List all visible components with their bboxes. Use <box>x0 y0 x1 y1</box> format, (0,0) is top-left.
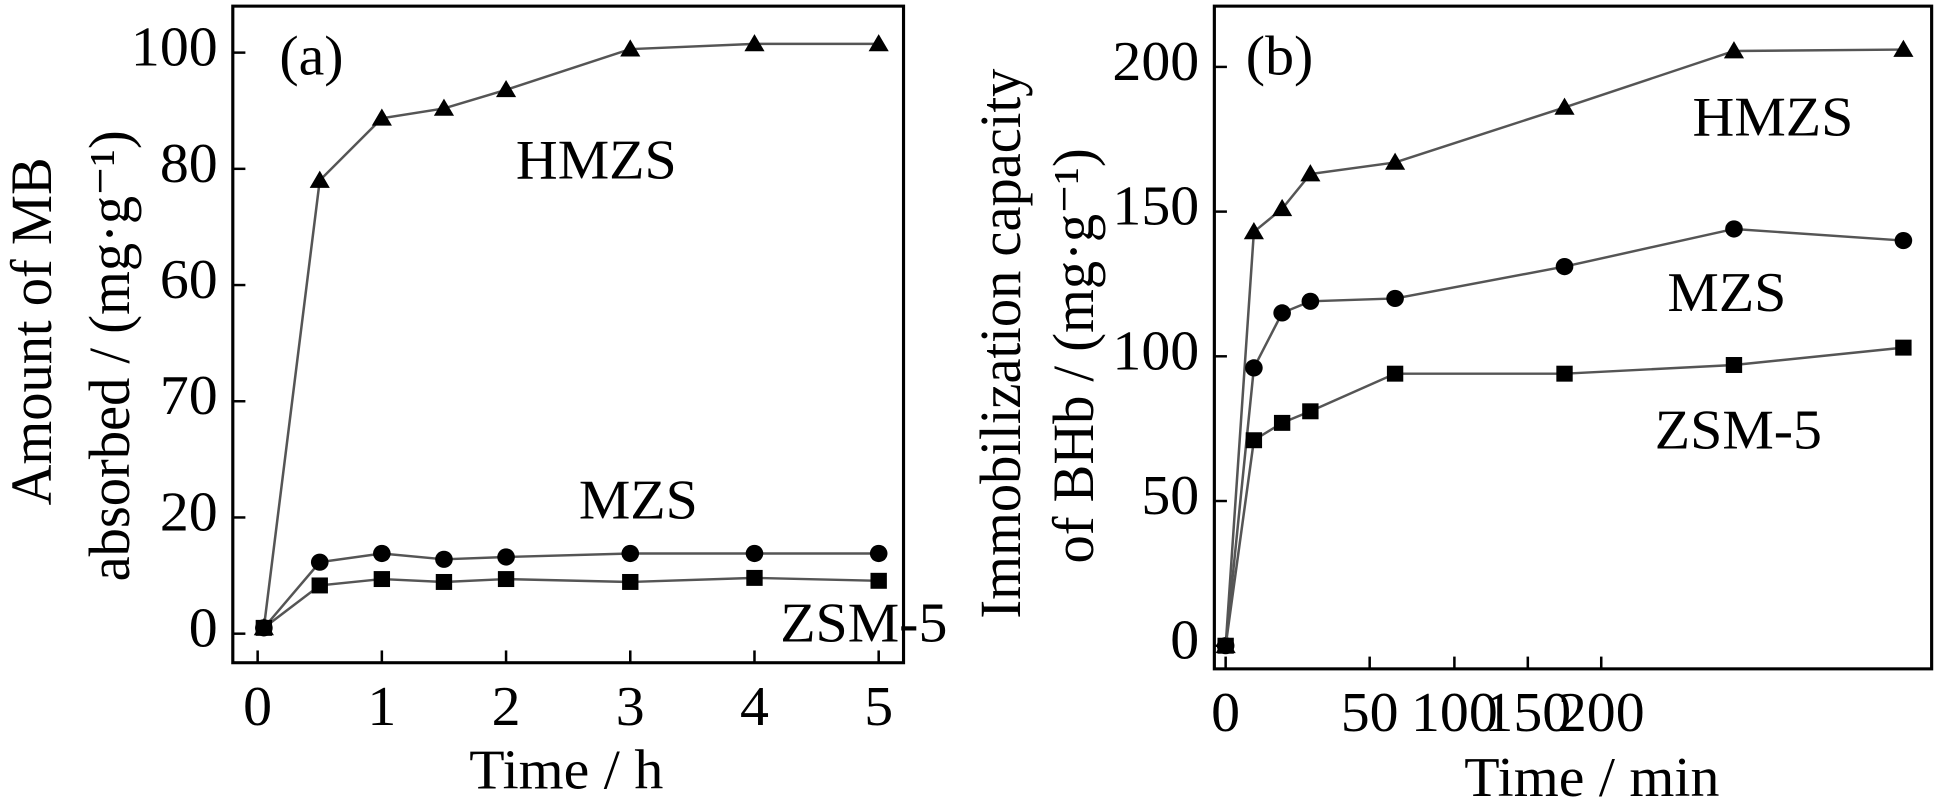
marker <box>1556 365 1573 382</box>
marker <box>622 573 639 590</box>
marker <box>1554 97 1575 115</box>
marker <box>1385 152 1406 170</box>
marker <box>1386 289 1404 308</box>
x-tick-label: 3 <box>616 675 645 737</box>
x-axis-label: Time / h <box>469 739 663 801</box>
marker <box>435 573 453 590</box>
marker <box>1723 41 1745 59</box>
marker <box>1273 304 1291 322</box>
series-label: MZS <box>579 469 698 531</box>
series-line <box>263 576 879 629</box>
plot-frame <box>1212 4 1934 671</box>
marker <box>1555 258 1574 276</box>
y-tick-label: 0 <box>189 597 218 659</box>
panel-label: (a) <box>279 25 343 87</box>
series-label: MZS <box>1667 262 1786 324</box>
marker <box>1301 292 1320 310</box>
marker <box>497 548 515 566</box>
x-tick-label: 4 <box>740 675 769 737</box>
x-tick-label: 200 <box>1558 682 1645 744</box>
series-line <box>262 552 879 629</box>
marker <box>745 544 764 563</box>
marker <box>620 39 641 57</box>
marker <box>1272 198 1293 217</box>
y-tick-label: 100 <box>1112 320 1199 382</box>
x-tick-label: 0 <box>243 675 272 737</box>
marker <box>1895 339 1912 356</box>
panel-label: (b) <box>1246 25 1313 87</box>
y-tick-label: 50 <box>1141 465 1199 527</box>
x-tick-label: 150 <box>1484 682 1571 744</box>
marker <box>311 577 328 594</box>
marker <box>310 553 329 571</box>
series-label: HMZS <box>516 129 677 191</box>
x-tick-label: 1 <box>367 675 396 737</box>
y-axis-label: Amount of MB <box>0 157 64 505</box>
y-tick-label: 80 <box>160 132 218 194</box>
y-axis-label: of BHb / (mg·g⁻¹) <box>1042 148 1106 563</box>
marker <box>1894 231 1913 250</box>
series-label: ZSM-5 <box>780 592 947 654</box>
marker <box>1243 222 1264 240</box>
marker <box>1725 357 1743 373</box>
marker <box>744 34 765 52</box>
plot-frame <box>231 4 906 665</box>
x-tick-label: 50 <box>1341 682 1399 744</box>
y-axis-label: Immobilization capacity <box>969 68 1033 618</box>
marker <box>1300 164 1321 182</box>
marker <box>1245 432 1263 449</box>
x-tick-label: 100 <box>1411 682 1498 744</box>
y-axis-label: absorbed / (mg·g⁻¹) <box>78 130 142 581</box>
marker <box>497 571 515 588</box>
marker <box>1217 637 1234 654</box>
marker <box>309 170 330 188</box>
marker <box>495 79 517 98</box>
marker <box>371 108 392 126</box>
marker <box>1245 359 1263 377</box>
marker <box>433 98 455 116</box>
y-tick-label: 20 <box>160 481 218 543</box>
marker <box>373 544 391 563</box>
marker <box>621 544 640 563</box>
marker <box>1302 403 1319 420</box>
series-label: ZSM-5 <box>1655 399 1822 461</box>
y-tick-label: 200 <box>1112 31 1199 93</box>
marker <box>869 544 888 563</box>
marker <box>868 34 889 52</box>
marker <box>870 572 887 589</box>
series-line <box>1224 346 1904 646</box>
series-line <box>1224 227 1904 646</box>
series-line <box>262 42 879 629</box>
marker <box>255 619 273 636</box>
marker <box>1893 39 1914 57</box>
marker <box>1386 365 1404 382</box>
marker <box>373 571 391 588</box>
marker <box>1725 220 1743 238</box>
marker <box>746 569 763 586</box>
y-tick-label: 70 <box>160 365 218 427</box>
x-tick-label: 5 <box>864 675 893 737</box>
x-axis-label: Time / min <box>1464 747 1719 809</box>
series-label: HMZS <box>1693 86 1854 148</box>
y-tick-label: 60 <box>160 249 218 311</box>
marker <box>435 550 453 568</box>
y-tick-label: 150 <box>1112 175 1199 237</box>
series-line <box>1224 48 1904 646</box>
y-tick-label: 0 <box>1170 609 1199 671</box>
y-tick-label: 100 <box>131 16 218 78</box>
marker <box>1273 414 1291 431</box>
x-tick-label: 2 <box>492 675 521 737</box>
x-tick-label: 0 <box>1211 682 1240 744</box>
